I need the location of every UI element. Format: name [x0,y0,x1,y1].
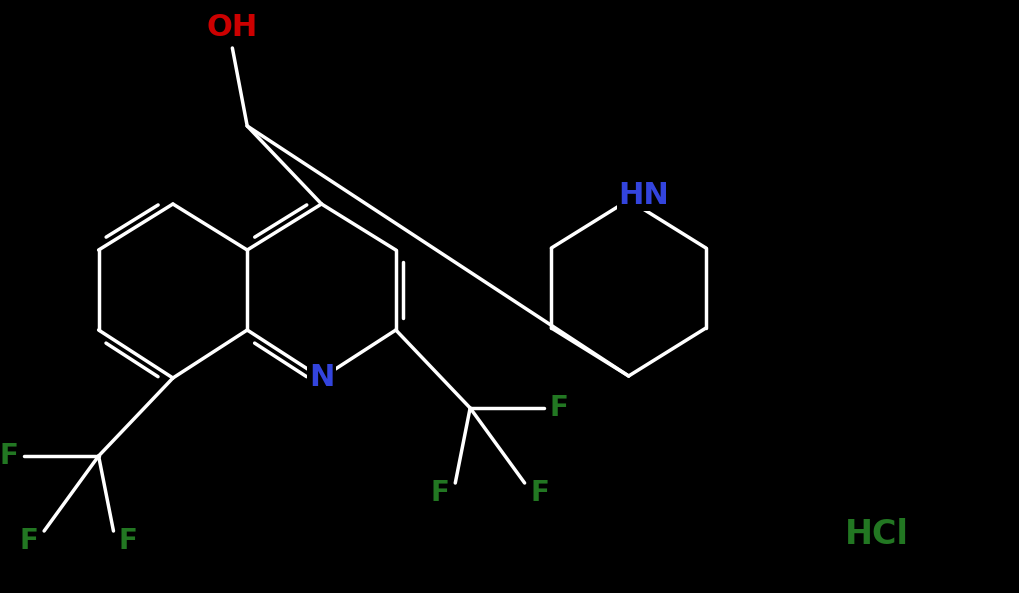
Text: HN: HN [618,180,668,209]
Text: F: F [530,479,548,507]
Text: F: F [19,527,39,555]
Text: HCl: HCl [844,518,907,551]
Text: OH: OH [207,14,258,43]
Text: F: F [0,442,19,470]
Text: F: F [119,527,138,555]
Text: N: N [309,364,334,393]
Text: F: F [549,394,569,422]
Text: F: F [431,479,449,507]
